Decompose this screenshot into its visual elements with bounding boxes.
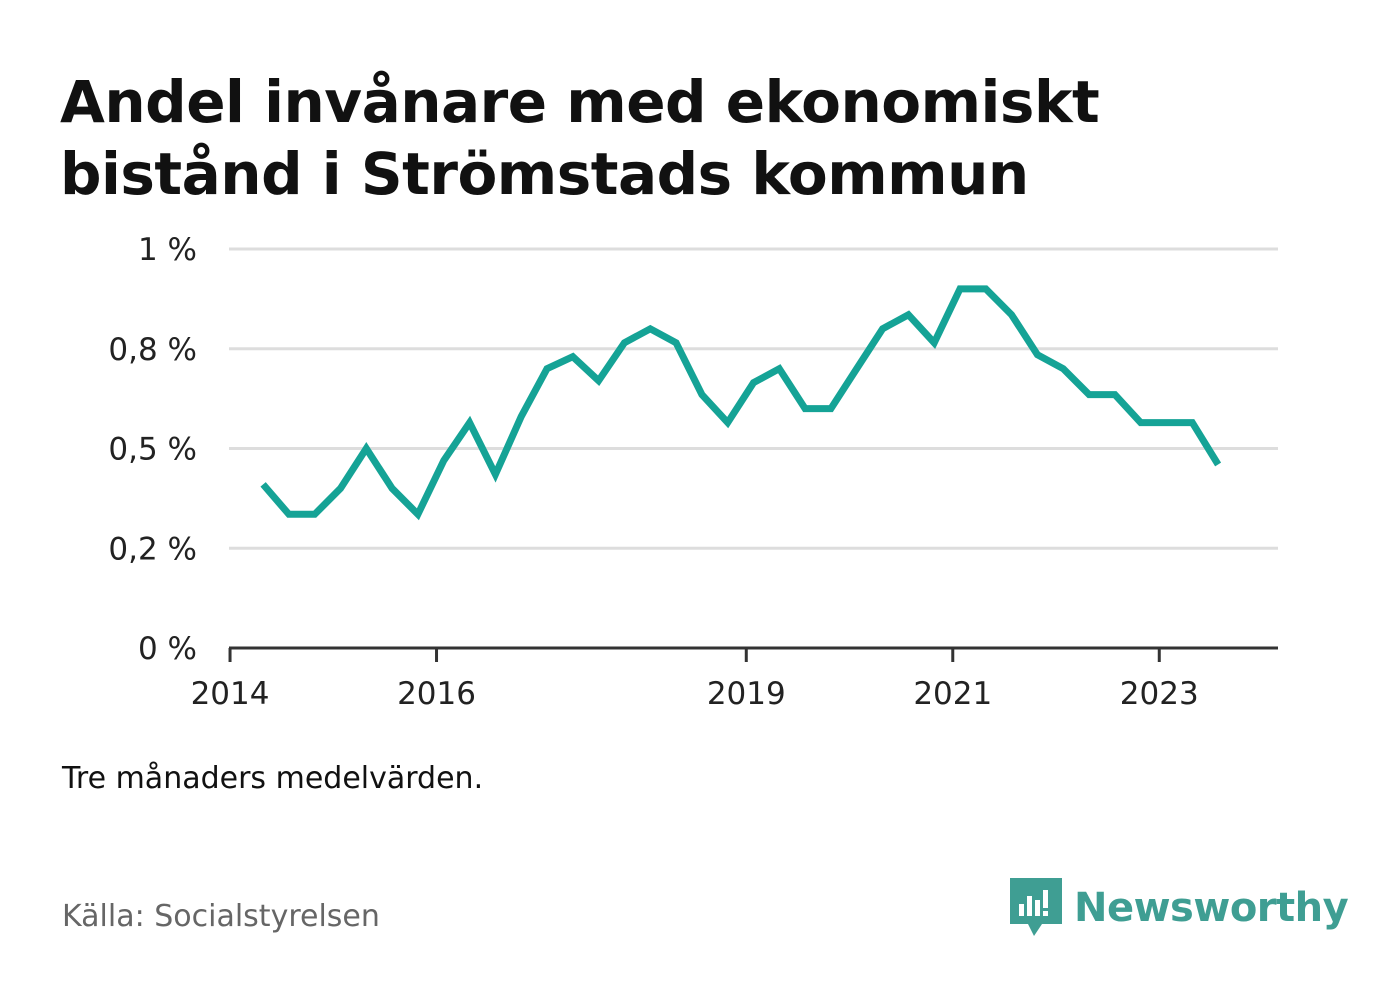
data-points xyxy=(262,288,1219,515)
x-tick-label: 2023 xyxy=(1120,676,1199,712)
line-chart: 0 %0,2 %0,5 %0,8 %1 % 2014 2016 2019 2021 20… xyxy=(108,232,1278,712)
x-tick-label: 2014 xyxy=(191,676,270,712)
brand-logo: Newsworthy xyxy=(1010,878,1349,938)
y-axis-tick-labels: 0 % 0,2 % 0,5 % 0,8 % 1 % xyxy=(108,232,197,667)
x-tick-label: 2021 xyxy=(913,676,992,712)
y-tick-label: 1 % xyxy=(138,232,197,268)
newsworthy-logo-icon xyxy=(1010,878,1062,936)
gridlines xyxy=(229,247,1278,550)
chart-note: Tre månaders medelvärden. xyxy=(62,761,484,796)
series-line xyxy=(260,285,1222,521)
y-tick-label: 0,2 % xyxy=(108,531,197,567)
y-tick-label: 0,8 % xyxy=(108,332,197,368)
x-tick-label: 2016 xyxy=(397,676,476,712)
x-tick-label: 2019 xyxy=(707,676,786,712)
chart-title: Andel invånare med ekonomiskt bistånd i … xyxy=(60,68,1100,208)
y-tick-label: 0 % xyxy=(138,631,197,667)
brand-name: Newsworthy xyxy=(1074,885,1349,931)
source-credit: Källa: Socialstyrelsen xyxy=(62,899,380,934)
x-axis-ticks: 2014 2016 2019 2021 2023 xyxy=(191,648,1199,712)
y-tick-label: 0,5 % xyxy=(108,432,197,468)
